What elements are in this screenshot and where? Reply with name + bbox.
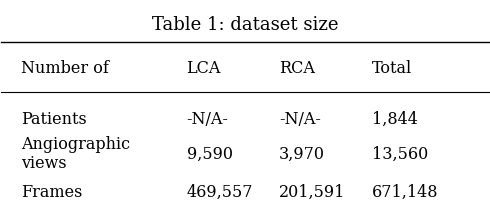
Text: Total: Total <box>372 60 412 77</box>
Text: 9,590: 9,590 <box>187 146 233 163</box>
Text: 13,560: 13,560 <box>372 146 428 163</box>
Text: 1,844: 1,844 <box>372 111 417 128</box>
Text: -N/A-: -N/A- <box>279 111 321 128</box>
Text: 3,970: 3,970 <box>279 146 325 163</box>
Text: Number of: Number of <box>21 60 109 77</box>
Text: Patients: Patients <box>21 111 87 128</box>
Text: 469,557: 469,557 <box>187 184 253 201</box>
Text: Table 1: dataset size: Table 1: dataset size <box>152 16 338 34</box>
Text: -N/A-: -N/A- <box>187 111 228 128</box>
Text: 671,148: 671,148 <box>372 184 438 201</box>
Text: 201,591: 201,591 <box>279 184 345 201</box>
Text: LCA: LCA <box>187 60 221 77</box>
Text: Angiographic
views: Angiographic views <box>21 136 130 172</box>
Text: RCA: RCA <box>279 60 315 77</box>
Text: Frames: Frames <box>21 184 82 201</box>
